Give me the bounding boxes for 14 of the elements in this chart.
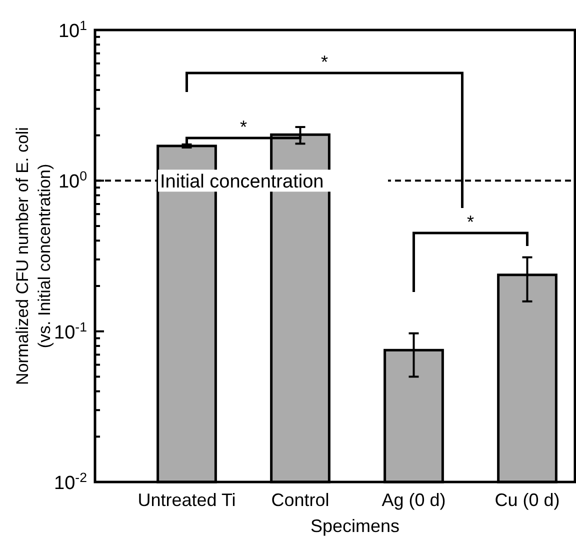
y-tick-label: 10$^{-2}$ — [54, 470, 87, 494]
x-tick-label: Untreated Ti — [138, 490, 236, 510]
annotation: * — [240, 117, 248, 137]
x-axis-title: Specimens — [310, 516, 400, 536]
y-tick-label: 10$^{0}$ — [58, 168, 87, 193]
annotation: * — [466, 212, 474, 232]
x-tick-label: Cu (0 d) — [494, 490, 560, 510]
ref-line-label: Initial concentration — [160, 172, 324, 193]
x-tick-label: Control — [271, 490, 330, 510]
y-tick-label: 10$^{1}$ — [58, 18, 87, 42]
y-tick-label: 10$^{-1}$ — [54, 318, 87, 344]
y-axis-title: Normalized CFU number of E. coli (vs. Initial concentration) — [13, 127, 54, 385]
annotation: * — [320, 52, 328, 72]
x-tick-label: Ag (0 d) — [382, 490, 446, 510]
